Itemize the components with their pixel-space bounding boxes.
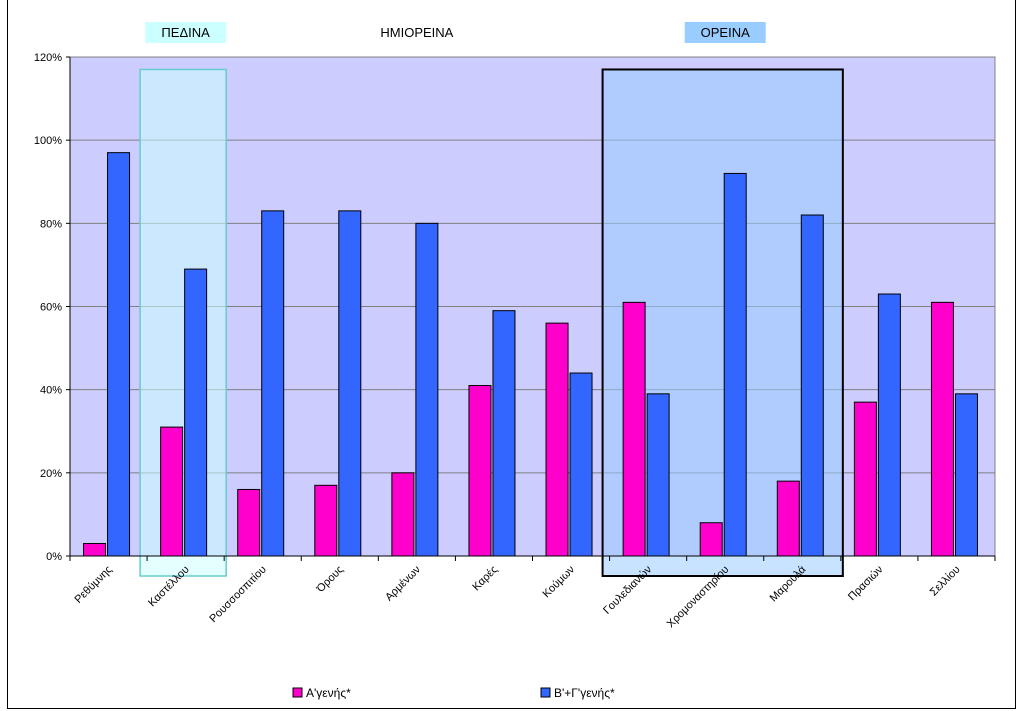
y-tick-labels: 0% 20% 40% 60% 80% 100% 120% (34, 52, 62, 563)
bar (314, 484, 338, 557)
bar (107, 152, 131, 557)
bar (391, 472, 415, 557)
x-tick-label: Πρασιών (846, 563, 886, 603)
y-tick-label: 100% (34, 135, 62, 147)
bars (83, 152, 978, 557)
zone-label-bg (145, 22, 227, 43)
bar (545, 322, 569, 557)
bar (646, 393, 670, 557)
bar (468, 385, 492, 557)
bar (699, 522, 723, 557)
zone-box (601, 68, 844, 577)
zone-label: ΠΕΔΙΝΑ (161, 25, 210, 40)
x-tick-label: Όρους (314, 564, 346, 596)
bar (800, 214, 824, 557)
bar (237, 488, 261, 557)
bar (83, 543, 107, 557)
y-tick-label: 0% (46, 551, 62, 563)
zone-boxes (139, 68, 844, 577)
chart-frame (7, 0, 1016, 709)
axes (66, 56, 996, 561)
zone-label-bg (684, 22, 766, 43)
y-tick-label: 20% (40, 468, 62, 480)
x-tick-label: Καρές (470, 564, 500, 594)
legend-swatch (292, 687, 303, 698)
legend-label: Α'γενής* (306, 686, 351, 700)
bar (930, 301, 954, 557)
y-tick-label: 80% (40, 218, 62, 230)
x-tick-label: Σελλίου (928, 564, 963, 599)
bar (415, 222, 439, 557)
zone-box (139, 68, 227, 577)
zone-labels: ΠΕΔΙΝΑ ΗΜΙΟΡΕΙΝΑ ΟΡΕΙΝΑ (145, 22, 766, 43)
bar (877, 293, 901, 557)
legend-label: Β'+Γ'γενής* (554, 686, 615, 700)
x-tick-label: Αρμένων (383, 563, 423, 603)
bar (492, 310, 516, 557)
zone-label: ΗΜΙΟΡΕΙΝΑ (380, 25, 453, 40)
x-tick-label: Κούμων (541, 563, 578, 600)
zone-label: ΟΡΕΙΝΑ (701, 25, 750, 40)
y-tick-label: 40% (40, 385, 62, 397)
y-tick-label: 120% (34, 52, 62, 64)
bar (853, 401, 877, 557)
bar (569, 372, 593, 557)
bar (338, 210, 362, 557)
bar (776, 480, 800, 557)
bar (954, 393, 978, 557)
bar (622, 301, 646, 557)
legend: Α'γενής* Β'+Γ'γενής* (292, 686, 615, 700)
y-tick-label: 60% (40, 302, 62, 314)
bar (723, 172, 747, 557)
bar (184, 268, 208, 557)
x-tick-label: Ρεθύμνης (72, 564, 114, 606)
legend-swatch (540, 687, 551, 698)
bar (261, 210, 285, 557)
bar (160, 426, 184, 557)
